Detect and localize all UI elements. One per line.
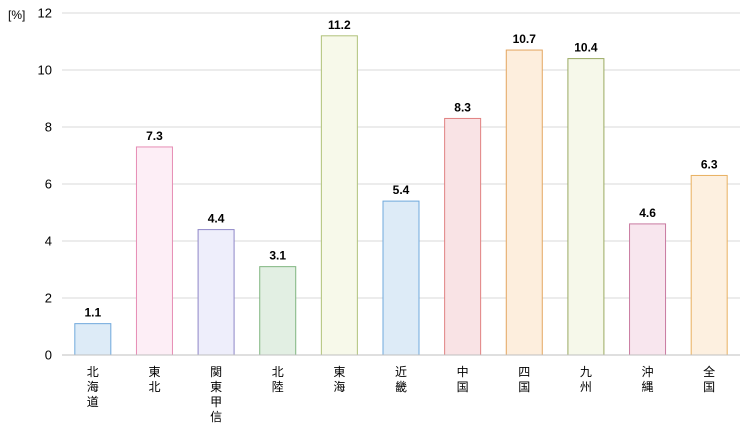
bar: [74, 323, 112, 356]
bar: [629, 223, 667, 356]
bar: [382, 200, 420, 356]
category-label: 近畿: [395, 365, 407, 394]
bar: [505, 49, 543, 356]
category-label: 東海: [333, 365, 345, 394]
category-label: 東北: [148, 365, 160, 394]
data-label: 7.3: [146, 129, 163, 143]
data-label: 1.1: [84, 306, 101, 320]
bar: [690, 174, 728, 356]
data-label: 5.4: [393, 183, 410, 197]
y-tick-label: 12: [38, 6, 52, 21]
y-tick-label: 0: [45, 348, 52, 363]
data-label: 8.3: [454, 100, 471, 114]
bar: [444, 117, 482, 356]
category-label: 九州: [580, 365, 592, 394]
gridlines: [62, 12, 740, 299]
bar: [567, 58, 605, 356]
bar: [320, 35, 358, 356]
bar: [135, 146, 173, 356]
bar: [259, 266, 297, 356]
bar: [197, 229, 235, 356]
y-tick-label: 6: [45, 177, 52, 192]
data-label: 3.1: [269, 249, 286, 263]
data-label: 11.2: [328, 18, 351, 32]
y-tick-label: 10: [38, 63, 52, 78]
data-label: 10.7: [513, 32, 537, 46]
category-label: 北陸: [272, 365, 284, 394]
category-label: 四国: [518, 365, 530, 394]
data-label: 10.4: [574, 41, 598, 55]
category-label: 関東甲信: [210, 365, 222, 424]
category-label: 沖縄: [642, 365, 654, 394]
data-label: 6.3: [701, 157, 718, 171]
y-axis-ticks: 0 2 4 6 8 10 12: [38, 6, 52, 363]
bars: [74, 35, 728, 356]
y-tick-label: 8: [45, 120, 52, 135]
data-labels: 1.1 7.3 4.4 3.1 11.2 5.4 8.3 10.7 10.4 4.6 6.3: [84, 18, 717, 320]
y-tick-label: 4: [45, 234, 52, 249]
data-label: 4.6: [639, 206, 656, 220]
y-tick-label: 2: [45, 291, 52, 306]
data-label: 4.4: [208, 212, 225, 226]
category-label: 中国: [457, 364, 469, 394]
y-unit-label: [%]: [8, 8, 25, 22]
category-labels: 北海道 東北 関東甲信 北陸 東海 近畿 中国 四国 九州 沖縄 全国: [87, 364, 715, 424]
category-label: 北海道: [87, 365, 99, 409]
category-label: 全国: [703, 364, 715, 394]
